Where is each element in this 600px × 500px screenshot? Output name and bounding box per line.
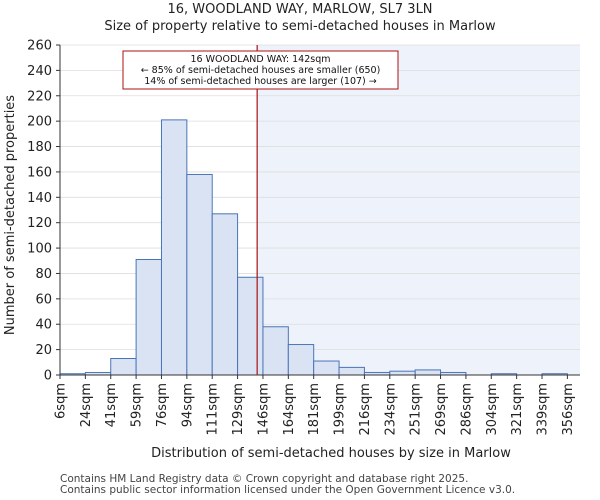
x-tick-label: 41sqm	[104, 383, 119, 427]
y-tick-label: 260	[27, 39, 52, 54]
x-tick-label: 339sqm	[536, 383, 551, 436]
bar	[389, 370, 416, 376]
x-tick-label: 181sqm	[307, 383, 322, 436]
x-tick-label: 94sqm	[180, 383, 195, 427]
x-tick-label: 321sqm	[510, 383, 525, 436]
x-tick-label: 286sqm	[459, 383, 474, 436]
x-tick-label: 199sqm	[333, 383, 348, 436]
bar	[110, 358, 137, 376]
y-tick-label: 160	[27, 165, 52, 180]
x-tick-label: 234sqm	[383, 383, 398, 436]
footer-attribution-2: Contains public sector information licen…	[60, 484, 516, 496]
annotation-line: 16 WOODLAND WAY: 142sqm	[191, 54, 331, 65]
x-tick-label: 216sqm	[358, 383, 373, 436]
x-tick-label: 146sqm	[256, 383, 271, 436]
y-tick-label: 140	[27, 191, 52, 206]
y-tick-label: 220	[27, 89, 52, 104]
x-tick-label: 304sqm	[485, 383, 500, 436]
bar	[186, 173, 213, 376]
y-tick-label: 80	[35, 267, 52, 282]
x-tick-label: 164sqm	[282, 383, 297, 436]
x-tick-label: 111sqm	[206, 383, 221, 436]
x-tick-label: 24sqm	[79, 383, 94, 427]
highlight-region	[257, 45, 580, 375]
y-tick-label: 180	[27, 140, 52, 155]
y-tick-label: 60	[35, 292, 52, 307]
bar	[338, 366, 365, 376]
x-tick-label: 269sqm	[434, 383, 449, 436]
y-tick-label: 40	[35, 318, 52, 333]
x-tick-label: 76sqm	[155, 383, 170, 427]
bar	[211, 213, 239, 376]
x-axis-label: Distribution of semi-detached houses by …	[151, 446, 511, 461]
y-tick-label: 20	[35, 343, 52, 358]
footer-attribution-1: Contains HM Land Registry data © Crown c…	[60, 473, 469, 485]
y-tick-label: 200	[27, 115, 52, 130]
x-tick-label: 59sqm	[130, 383, 145, 427]
bar	[313, 360, 340, 376]
bar	[237, 276, 264, 376]
bar	[414, 369, 442, 376]
bar	[135, 259, 162, 376]
bar	[262, 326, 289, 376]
x-tick-label: 129sqm	[231, 383, 246, 436]
chart-title: 16, WOODLAND WAY, MARLOW, SL7 3LN	[167, 2, 433, 17]
annotation-line: 14% of semi-detached houses are larger (…	[144, 76, 377, 87]
bar	[287, 344, 315, 376]
chart-subtitle: Size of property relative to semi-detach…	[104, 19, 496, 34]
y-tick-label: 240	[27, 64, 52, 79]
x-tick-label: 356sqm	[561, 383, 576, 436]
y-axis-label: Number of semi-detached properties	[3, 95, 18, 335]
x-tick-label: 6sqm	[54, 383, 69, 419]
y-tick-label: 100	[27, 242, 52, 257]
annotation-box	[122, 50, 399, 90]
annotation-line: ← 85% of semi-detached houses are smalle…	[141, 65, 381, 76]
y-tick-label: 120	[27, 216, 52, 231]
bar	[160, 119, 188, 376]
y-tick-label: 0	[44, 369, 52, 384]
x-tick-label: 251sqm	[409, 383, 424, 436]
